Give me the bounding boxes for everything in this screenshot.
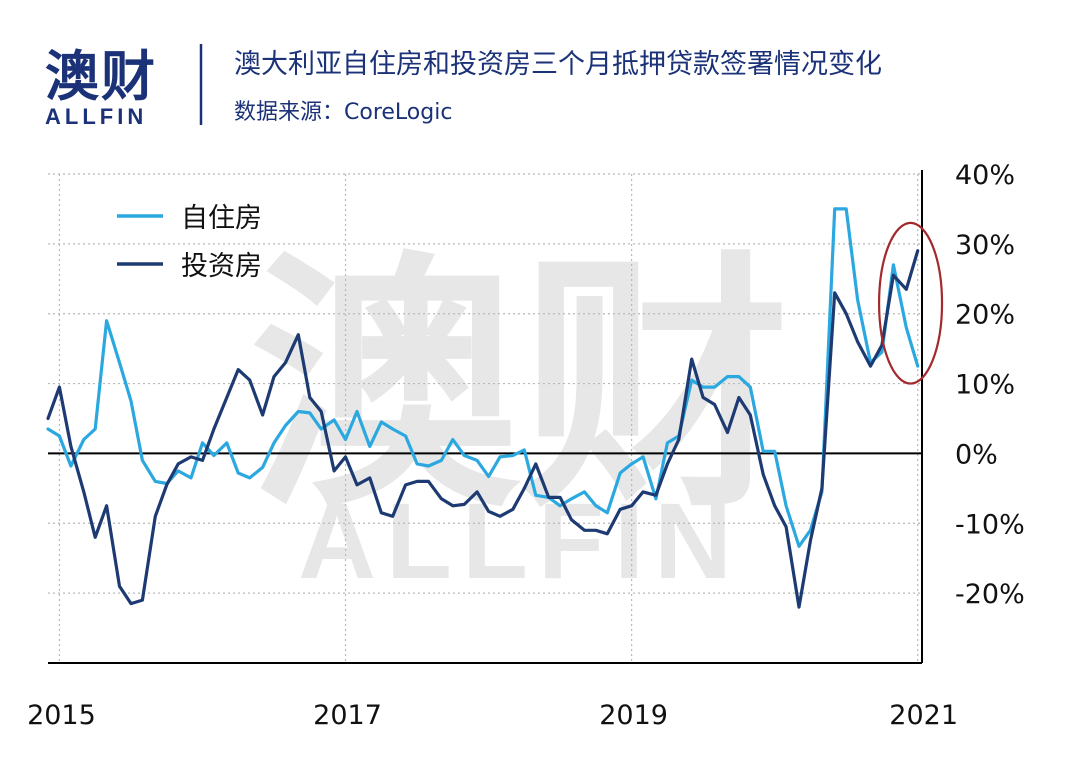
data-source: 数据来源：CoreLogic: [234, 100, 452, 125]
annotations: [877, 221, 944, 385]
x-tick-label: 2021: [889, 700, 958, 731]
y-tick-label: -20%: [955, 579, 1025, 610]
y-tick-label: 20%: [955, 300, 1015, 331]
x-tick-label: 2015: [27, 700, 96, 731]
header: 澳财 ALLFIN 澳大利亚自住房和投资房三个月抵押贷款签署情况变化 数据来源：…: [45, 44, 882, 129]
axes: 40% 30% 20% 10% 0% -10% -20% 2015 2017 2019 2021: [27, 160, 1025, 731]
logo-en: ALLFIN: [45, 104, 147, 129]
highlight-ellipse: [877, 221, 944, 385]
logo-cn: 澳财: [45, 45, 157, 108]
series-line-owner-occupied: [46, 207, 920, 548]
legend-label: 自住房: [181, 203, 262, 234]
x-tick-label: 2019: [599, 700, 668, 731]
series-line-investor: [46, 249, 920, 609]
x-tick-label: 2017: [313, 700, 382, 731]
y-tick-label: 10%: [955, 370, 1015, 401]
y-tick-label: 40%: [955, 160, 1015, 191]
y-tick-label: 0%: [955, 439, 998, 470]
y-tick-label: -10%: [955, 509, 1025, 540]
y-tick-label: 30%: [955, 230, 1015, 261]
watermark-en: ALLFIN: [298, 480, 742, 601]
legend-label: 投资房: [181, 251, 262, 282]
page-title: 澳大利亚自住房和投资房三个月抵押贷款签署情况变化: [234, 49, 882, 80]
series: [46, 207, 920, 609]
watermark: 澳财 ALLFIN: [250, 229, 790, 601]
